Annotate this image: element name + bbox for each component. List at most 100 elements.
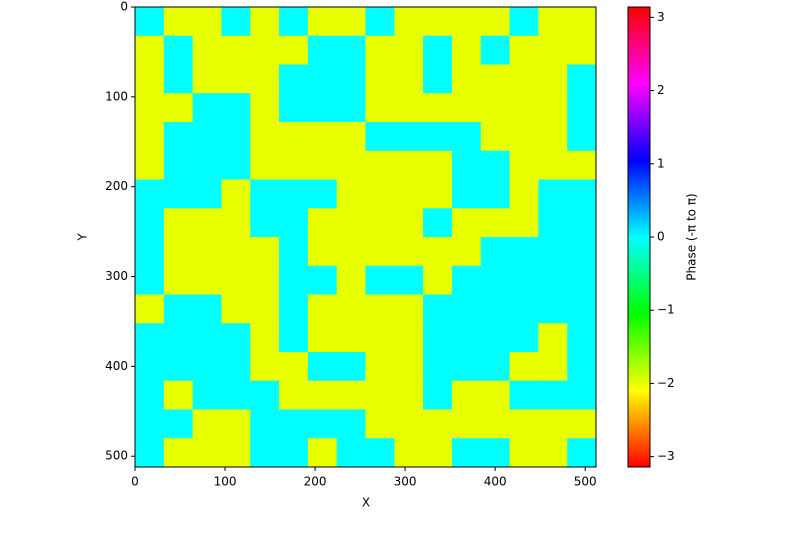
heatmap-cell [192,208,222,238]
heatmap-cell [192,265,222,295]
heatmap-cell [509,438,539,468]
heatmap-cell [279,7,309,37]
heatmap-cell [221,294,251,324]
heatmap-cell [135,93,165,123]
heatmap-cell [192,294,222,324]
heatmap-cell [279,150,309,180]
heatmap-cell [135,409,165,439]
heatmap-cell [221,323,251,353]
heatmap-cell [250,438,280,468]
heatmap-cell [567,7,597,37]
heatmap-cell [538,380,568,410]
heatmap-cell [307,265,338,295]
heatmap-cell [250,265,280,295]
heatmap-cell [394,122,424,152]
heatmap-cell [221,150,251,180]
heatmap-cell [394,294,424,324]
heatmap-cell [279,35,309,65]
x-tick-label: 100 [214,475,237,489]
heatmap-cell [250,122,280,152]
heatmap-cell [394,208,424,238]
heatmap-cell [480,409,511,439]
colorbar-tick-label: 1 [657,156,665,170]
heatmap-cell [509,237,539,267]
heatmap-cell [423,208,453,238]
heatmap-cell [163,179,194,209]
heatmap-cell [423,179,453,209]
colorbar-tick-label: 3 [657,10,665,24]
heatmap-cell [394,35,424,65]
heatmap-cell [567,93,597,123]
heatmap-cell [307,237,338,267]
heatmap-cell [365,35,395,65]
heatmap-cell [451,294,482,324]
heatmap-cell [192,409,222,439]
heatmap-cell [365,7,395,37]
heatmap-cell [336,380,366,410]
heatmap-cell [480,7,511,37]
heatmap-cell [279,409,309,439]
heatmap-cell [509,323,539,353]
heatmap-cell [221,64,251,94]
heatmap-cell [221,208,251,238]
heatmap-cell [451,409,482,439]
heatmap-cell [365,323,395,353]
heatmap-cell [279,438,309,468]
heatmap-cell [509,380,539,410]
heatmap-cell [163,438,194,468]
x-tick-label: 0 [131,475,139,489]
heatmap-cell [480,208,511,238]
heatmap-cell [567,352,597,382]
heatmap-cell [394,64,424,94]
heatmap-cell [336,122,366,152]
y-axis-label: Y [76,233,90,242]
heatmap-cell [135,352,165,382]
heatmap-cell [451,122,482,152]
heatmap-cell [279,64,309,94]
heatmap-cell [250,294,280,324]
heatmap-cell [279,265,309,295]
heatmap-cell [163,265,194,295]
heatmap-cell [538,7,568,37]
heatmap-cell [423,409,453,439]
heatmap-cell [480,179,511,209]
heatmap-cell [250,64,280,94]
heatmap-cell [135,208,165,238]
heatmap-cell [221,237,251,267]
heatmap-cell [250,93,280,123]
heatmap-cell [163,93,194,123]
heatmap-cell [567,323,597,353]
heatmap-cell [538,352,568,382]
x-axis-label: X [362,496,370,510]
heatmap-cell [480,380,511,410]
heatmap-cell [394,237,424,267]
heatmap-cell [365,409,395,439]
heatmap-cell [423,7,453,37]
heatmap-cell [567,294,597,324]
heatmap-cell [221,122,251,152]
heatmap-cell [480,64,511,94]
colorbar [627,6,651,468]
x-tick-label: 300 [394,475,417,489]
heatmap-cell [250,179,280,209]
heatmap-cell [423,380,453,410]
heatmap-cell [250,409,280,439]
colorbar-tick-label: 2 [657,83,665,97]
heatmap-cell [480,294,511,324]
heatmap-cell [394,323,424,353]
heatmap-cell [538,208,568,238]
heatmap-cell [336,352,366,382]
heatmap-cell [394,265,424,295]
heatmap-cell [250,323,280,353]
heatmap-cell [365,150,395,180]
heatmap-cell [307,380,338,410]
heatmap-cell [279,237,309,267]
heatmap-cell [365,294,395,324]
y-tick-label: 500 [105,449,128,463]
heatmap-cell [365,237,395,267]
heatmap-cell [509,179,539,209]
heatmap-cell [394,150,424,180]
heatmap-cell [336,179,366,209]
heatmap-cell [279,208,309,238]
